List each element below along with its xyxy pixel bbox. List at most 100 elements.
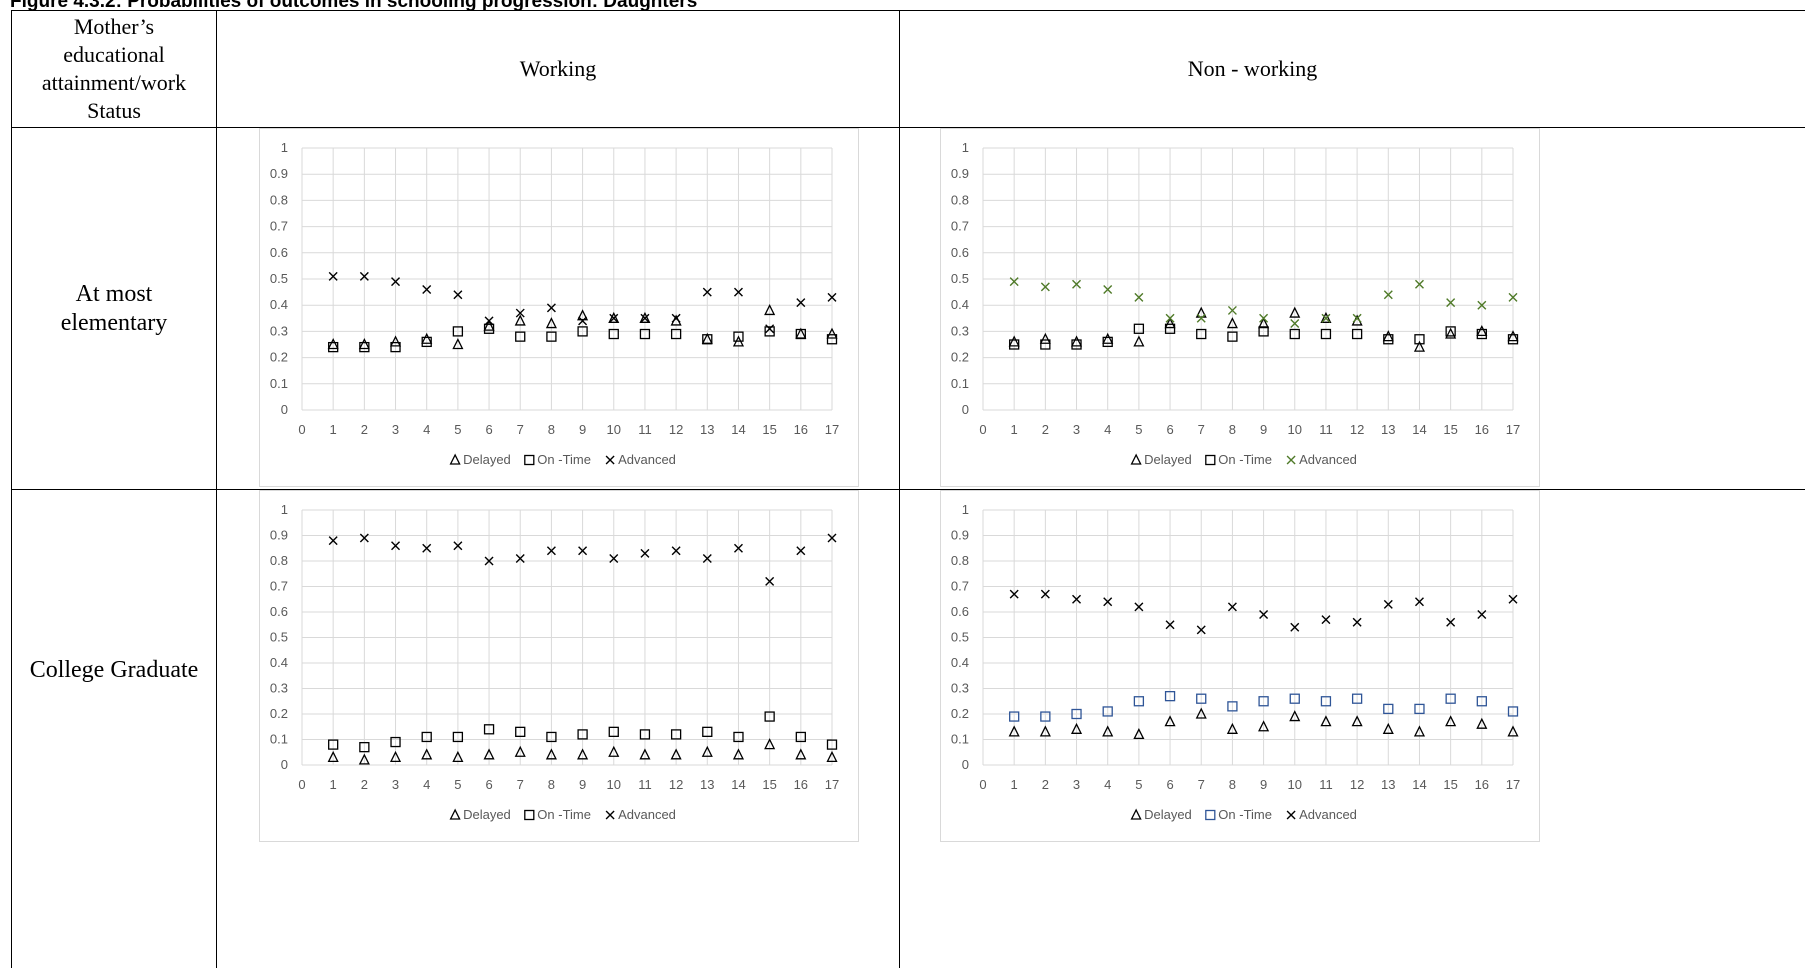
point-cross [391,541,401,551]
x-tick-label: 16 [794,777,808,792]
point-triangle [389,335,402,347]
point-square [483,724,495,735]
point-cross [827,533,837,543]
point-square [577,729,588,740]
x-tick-label: 11 [638,422,652,437]
point-cross [1009,589,1019,599]
row-label-elementary-line-2: elementary [60,309,168,336]
point-cross [1383,599,1393,609]
point-square [1071,339,1082,350]
x-tick-label: 12 [1350,777,1364,792]
y-tick-label: 0 [962,402,969,417]
point-square [1196,328,1207,340]
point-square [733,731,744,743]
point-triangle [1507,725,1519,737]
table-border-row-separator [11,489,1805,490]
point-cross [578,316,588,326]
point-square [546,731,557,743]
point-cross [1259,610,1269,620]
point-cross [1321,615,1331,625]
point-triangle [545,748,557,760]
point-triangle [577,748,589,760]
point-square [1507,706,1519,717]
point-cross [1165,313,1175,323]
legend-label: Advanced [618,452,676,467]
point-square [1476,328,1487,340]
point-triangle [1070,722,1083,734]
point-cross [453,290,463,300]
point-triangle [389,750,402,763]
legend-marker-cross [1286,810,1296,820]
point-square [826,334,838,345]
series-delayed [1008,707,1519,740]
y-tick-label: 0.6 [270,245,288,260]
x-tick-label: 7 [517,777,524,792]
y-tick-label: 0.5 [270,630,288,645]
y-tick-label: 1 [281,502,288,517]
point-cross [1259,313,1269,323]
x-tick-label: 5 [454,422,461,437]
point-cross [1134,602,1144,612]
row-label-elementary-line-1: At most [75,280,153,307]
point-square [608,726,619,738]
legend-label: Advanced [1299,807,1357,822]
point-triangle [1507,330,1519,342]
y-tick-label: 0.5 [951,271,969,286]
x-tick-label: 4 [423,422,430,437]
gridlines [301,509,833,766]
point-cross [1040,589,1050,599]
point-cross [1227,602,1237,612]
point-cross [422,543,432,553]
x-tick-label: 10 [1288,777,1302,792]
x-tick-label: 2 [361,777,368,792]
point-cross [1477,300,1487,310]
point-square [1383,334,1394,345]
point-cross [640,548,650,558]
point-triangle [1226,317,1238,329]
y-tick-label: 0.9 [270,528,288,543]
x-tick-label: 10 [1288,422,1302,437]
point-triangle [1351,715,1363,727]
y-tick-label: 0.8 [951,553,969,568]
x-tick-label: 15 [762,777,776,792]
point-triangle [1008,335,1020,347]
point-triangle [1133,727,1145,740]
y-tick-label: 0.4 [951,655,969,670]
point-triangle [1382,330,1394,342]
x-tick-label: 12 [669,777,683,792]
point-square [1445,326,1456,337]
legend-label: On -Time [1218,452,1272,467]
gridlines [982,147,1514,411]
point-triangle [639,311,651,323]
point-square [328,739,339,750]
point-cross [640,313,650,323]
point-cross [702,287,712,297]
x-tick-label: 0 [979,777,986,792]
point-triangle [1039,332,1051,344]
point-triangle [670,748,682,760]
point-square [764,326,775,337]
point-cross [609,313,619,323]
y-tick-label: 0.7 [951,579,969,594]
point-triangle [1164,715,1176,727]
x-tick-label: 1 [1011,777,1018,792]
row-label-college: College Graduate [29,656,199,683]
y-tick-label: 0.5 [270,271,288,286]
y-tick-label: 0 [281,402,288,417]
x-tick-label: 8 [1229,777,1236,792]
point-cross [422,284,432,294]
legend-label: Delayed [1144,807,1192,822]
y-tick-label: 1 [962,140,969,155]
x-tick-label: 1 [330,777,337,792]
chart-college-working: 0 0.1 0.2 0.3 0.4 0.5 0.6 0.7 0.8 0.9 1 0 1 2 3 4 5 6 7 8 9 1… [259,490,859,842]
y-tick-label: 0.9 [270,166,288,181]
point-triangle [514,745,526,757]
point-square [702,334,713,345]
point-square [733,331,744,342]
point-cross [578,546,588,556]
point-square [483,323,495,334]
y-tick-label: 0.1 [951,376,969,391]
point-cross [609,553,619,563]
point-square [826,739,838,750]
x-tick-label: 7 [1198,777,1205,792]
